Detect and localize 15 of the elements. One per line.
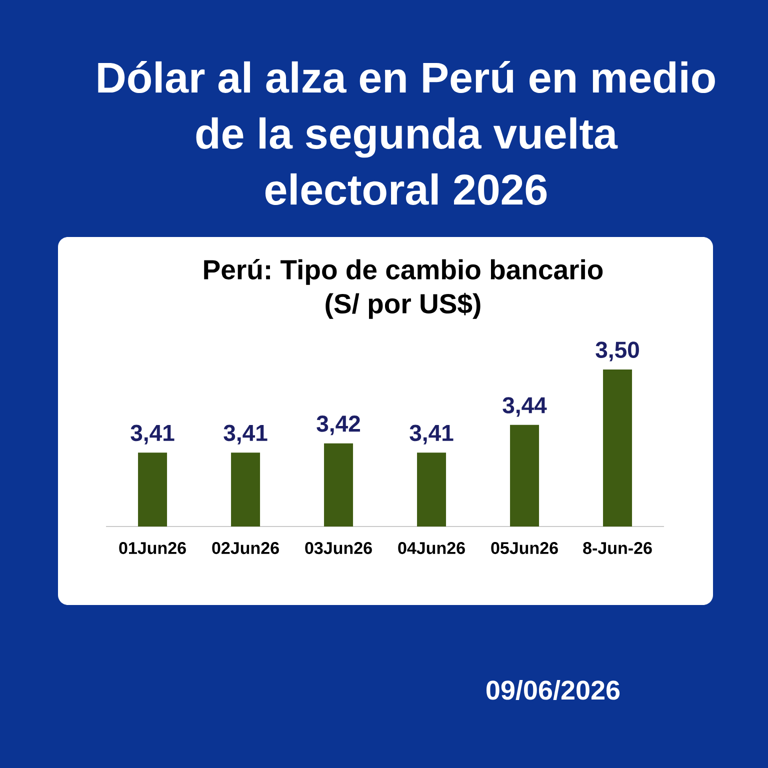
data-label: 3,50 xyxy=(596,342,639,362)
data-label: 3,41 xyxy=(224,424,268,444)
data-label: 3,41 xyxy=(410,424,454,444)
data-label: 3,42 xyxy=(316,416,360,436)
x-tick-label: 01Jun26 xyxy=(119,542,186,554)
x-tick-label: 8-Jun-26 xyxy=(583,542,652,554)
chart-subtitle: Perú: Tipo de cambio bancario (S/ por US$) xyxy=(204,259,603,319)
x-tick-label: 02Jun26 xyxy=(212,542,279,554)
data-label: 3,41 xyxy=(130,424,174,444)
x-tick-label: 05Jun26 xyxy=(491,542,558,554)
x-tick-label: 03Jun26 xyxy=(305,542,372,554)
x-tick-label: 04Jun26 xyxy=(398,542,465,554)
data-label: 3,44 xyxy=(502,397,547,417)
text: 09/06/2026 xyxy=(486,680,620,700)
chart-title: Dólar al alza en Perú en medio de la segunda vuelta electoral 2026 xyxy=(98,61,715,205)
